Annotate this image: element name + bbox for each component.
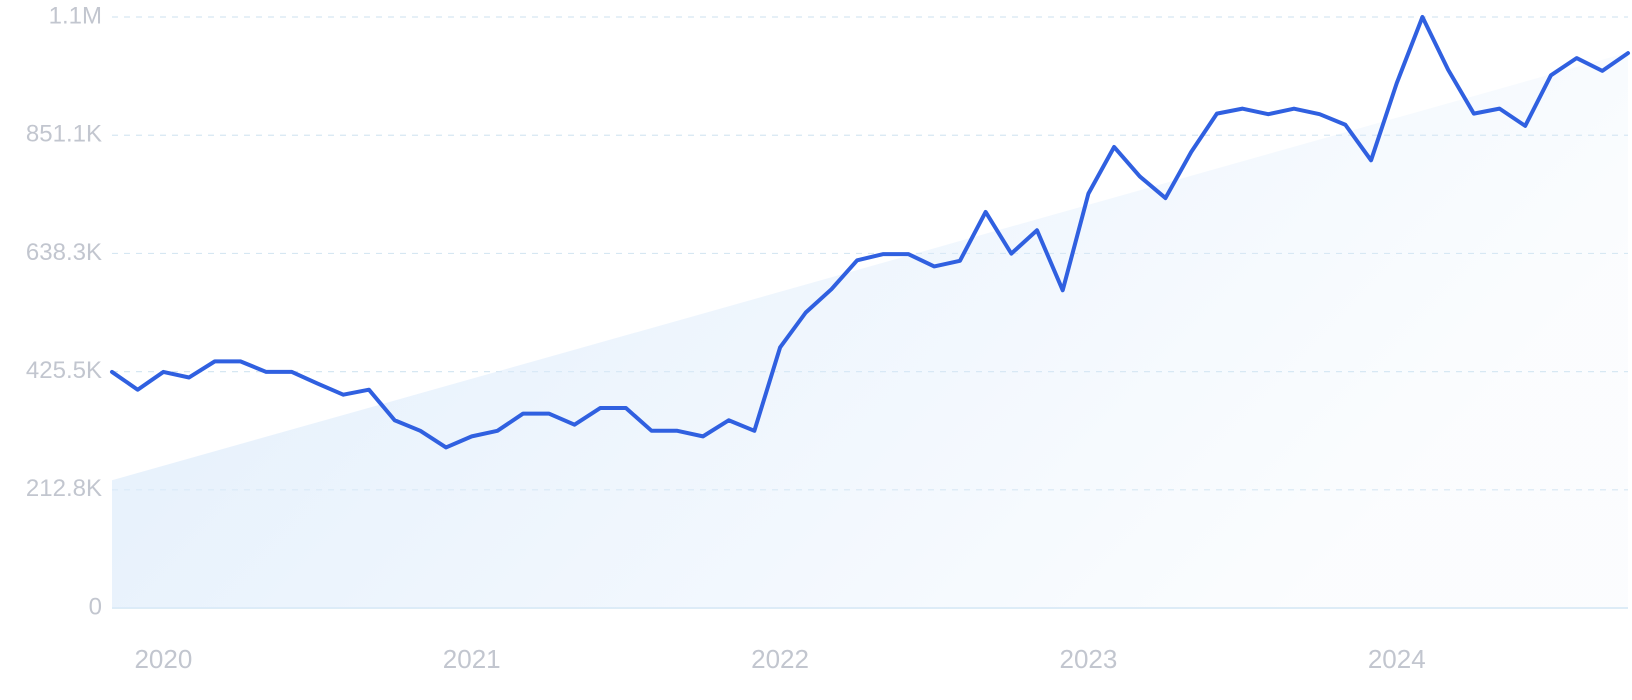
y-tick-label: 1.1M [49, 2, 102, 29]
x-axis-ticks: 2020 2021 2022 2023 2024 [134, 644, 1425, 674]
y-tick-label: 0 [89, 593, 102, 620]
y-tick-label: 425.5K [26, 357, 102, 384]
series-line-path [110, 15, 1630, 450]
x-tick-label: 2023 [1059, 644, 1117, 674]
y-tick-label: 851.1K [26, 121, 102, 148]
y-tick-label: 638.3K [26, 239, 102, 266]
x-tick-label: 2021 [443, 644, 501, 674]
trend-fill [112, 52, 1628, 608]
y-tick-label: 212.8K [26, 475, 102, 502]
x-tick-label: 2020 [134, 644, 192, 674]
x-tick-label: 2024 [1368, 644, 1426, 674]
series-line [110, 15, 1630, 450]
y-axis-ticks: 0 212.8K 425.5K 638.3K 851.1K 1.1M [26, 2, 102, 620]
x-tick-label: 2022 [751, 644, 809, 674]
trend-area [112, 52, 1628, 608]
